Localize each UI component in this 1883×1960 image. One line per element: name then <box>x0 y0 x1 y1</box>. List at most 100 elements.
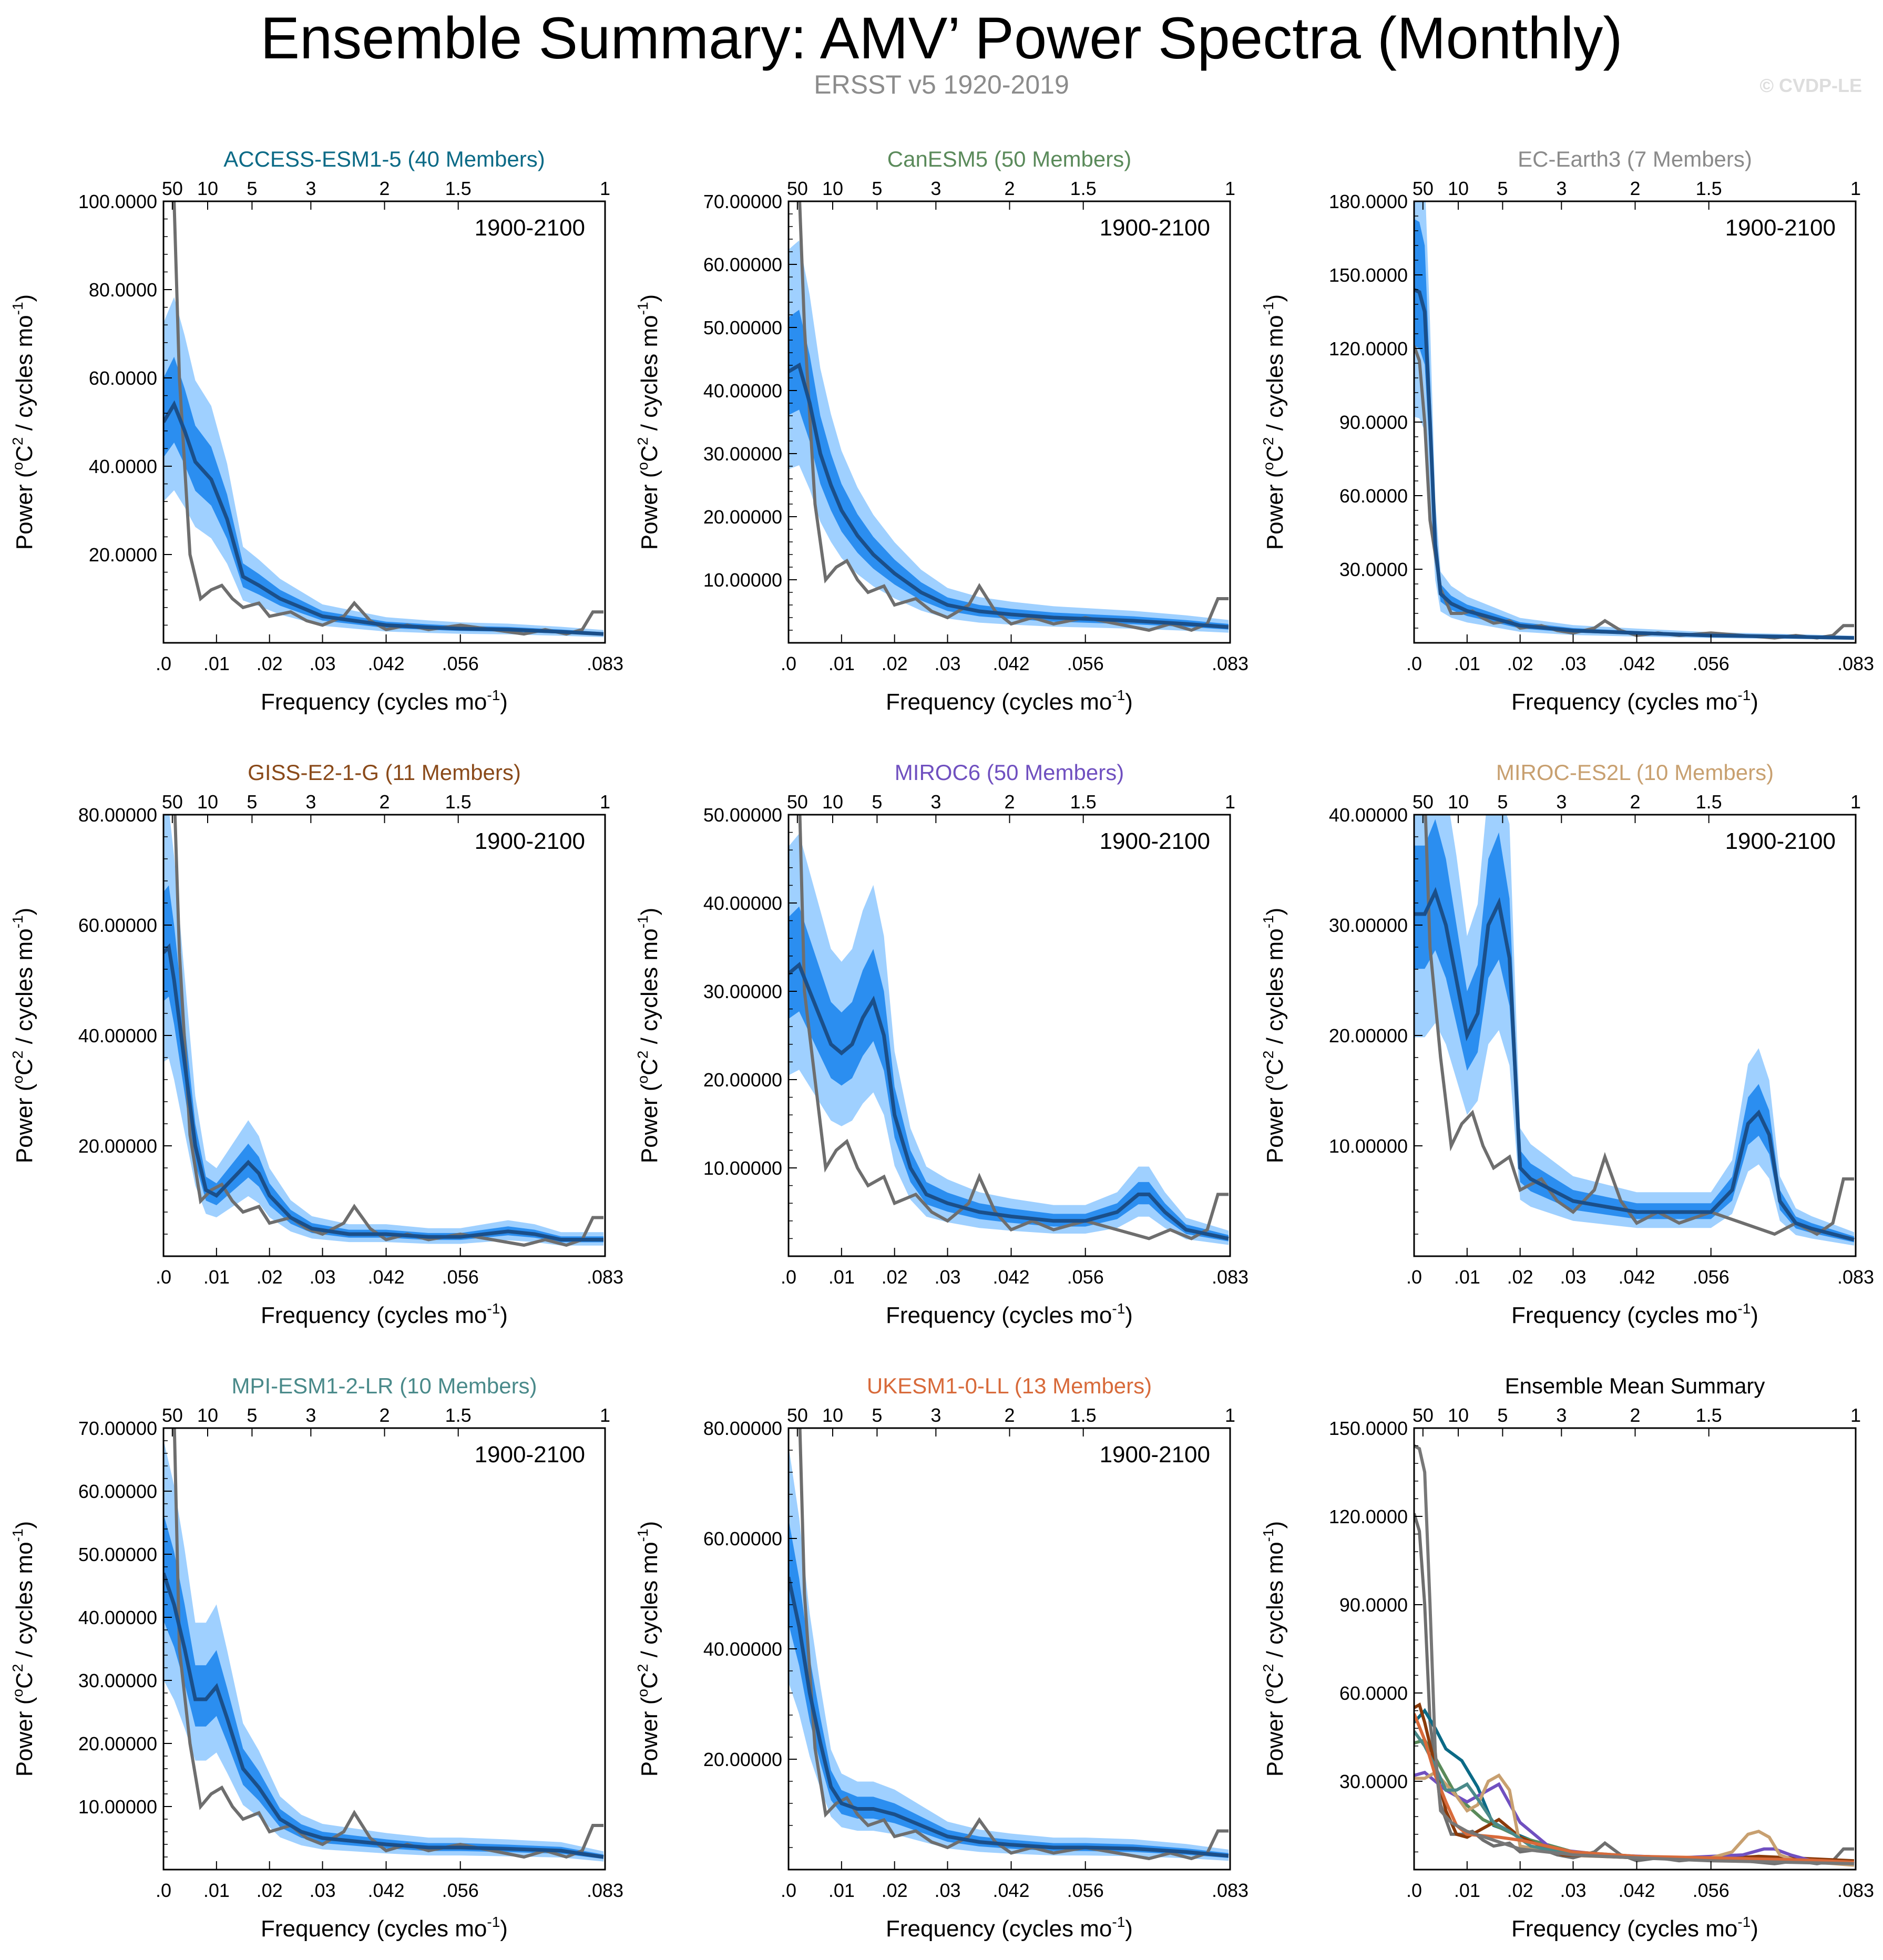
top-tick-label: 10 <box>822 791 843 813</box>
bottom-tick-label: .03 <box>1560 1266 1586 1288</box>
bottom-tick-label: .0 <box>781 1266 796 1288</box>
y-tick-label: 20.00000 <box>703 1749 782 1770</box>
top-tick-label: 3 <box>930 791 941 813</box>
subtitle: ERSST v5 1920-2019 <box>814 70 1069 99</box>
x-axis-label: Frequency (cycles mo-1) <box>886 687 1133 715</box>
plot-area <box>163 815 603 1247</box>
top-tick-label: 1.5 <box>1696 178 1722 199</box>
bottom-tick-label: .03 <box>934 653 960 674</box>
bottom-tick-label: .083 <box>1212 1266 1248 1288</box>
ensemble-mean-line <box>789 1576 1229 1858</box>
panel-title: EC-Earth3 (7 Members) <box>1518 147 1752 171</box>
top-tick-label: 1 <box>1850 791 1861 813</box>
bottom-tick-label: .083 <box>1837 653 1874 674</box>
top-tick-label: 2 <box>379 1404 390 1426</box>
plot-area <box>1414 1444 1855 1867</box>
bottom-tick-label: .02 <box>882 1880 908 1901</box>
top-tick-label: 3 <box>930 178 941 199</box>
top-tick-label: 50 <box>787 178 808 199</box>
y-axis-label: Power (oC2 / cycles mo-1) <box>9 294 37 550</box>
x-axis-label: Frequency (cycles mo-1) <box>261 1300 508 1328</box>
top-tick-label: 1 <box>600 791 610 813</box>
top-tick-label: 50 <box>787 1404 808 1426</box>
top-tick-label: 5 <box>1497 1404 1508 1426</box>
panel-title: MIROC6 (50 Members) <box>895 760 1124 785</box>
y-tick-label: 60.00000 <box>703 254 782 275</box>
y-tick-label: 30.00000 <box>1329 915 1408 936</box>
top-tick-label: 2 <box>1004 178 1015 199</box>
y-tick-label: 100.0000 <box>78 191 157 212</box>
bottom-tick-label: .01 <box>828 1266 855 1288</box>
bottom-tick-label: .02 <box>257 1266 283 1288</box>
bottom-tick-label: .042 <box>992 1880 1029 1901</box>
bottom-tick-label: .042 <box>1618 1266 1655 1288</box>
top-tick-label: 1 <box>1225 178 1235 199</box>
top-tick-label: 2 <box>1630 1404 1640 1426</box>
y-axis-label: Power (oC2 / cycles mo-1) <box>635 1521 662 1777</box>
bottom-tick-label: .056 <box>1693 1266 1730 1288</box>
bottom-tick-label: .02 <box>257 1880 283 1901</box>
x-axis-label: Frequency (cycles mo-1) <box>261 687 508 715</box>
y-tick-label: 60.0000 <box>1339 485 1408 507</box>
y-tick-label: 120.0000 <box>1329 338 1408 360</box>
top-tick-label: 1.5 <box>1696 1404 1722 1426</box>
y-tick-label: 60.00000 <box>78 1481 157 1502</box>
bottom-tick-label: .03 <box>309 1266 335 1288</box>
bottom-tick-label: .03 <box>1560 653 1586 674</box>
bottom-tick-label: .056 <box>442 1880 479 1901</box>
bottom-tick-label: .01 <box>1454 653 1480 674</box>
series-line-miroc-es2l <box>1414 1770 1855 1867</box>
series-line-ukesm1-0-ll <box>1414 1713 1855 1864</box>
y-tick-label: 20.00000 <box>1329 1025 1408 1046</box>
ensemble-mean-line <box>163 400 604 636</box>
plot-area <box>789 815 1229 1245</box>
y-axis-label: Power (oC2 / cycles mo-1) <box>635 908 662 1163</box>
obs-line <box>173 815 603 1247</box>
bottom-tick-label: .0 <box>781 1880 796 1901</box>
top-tick-label: 5 <box>1497 791 1508 813</box>
y-tick-label: 150.0000 <box>1329 264 1408 286</box>
y-tick-label: 10.00000 <box>703 1157 782 1179</box>
period-label: 1900-2100 <box>1725 828 1836 854</box>
y-tick-label: 60.00000 <box>703 1528 782 1549</box>
y-tick-label: 40.00000 <box>1329 804 1408 826</box>
x-axis-label: Frequency (cycles mo-1) <box>886 1300 1133 1328</box>
top-tick-label: 1.5 <box>1070 1404 1097 1426</box>
plot-area <box>163 1428 604 1862</box>
y-axis-label: Power (oC2 / cycles mo-1) <box>1260 294 1288 550</box>
top-tick-label: 5 <box>247 791 257 813</box>
panel-title: ACCESS-ESM1-5 (40 Members) <box>223 147 545 171</box>
bottom-tick-label: .02 <box>257 653 283 674</box>
x-axis-label: Frequency (cycles mo-1) <box>261 1914 508 1942</box>
top-tick-label: 3 <box>930 1404 941 1426</box>
y-tick-label: 30.00000 <box>703 981 782 1002</box>
top-tick-label: 10 <box>822 178 843 199</box>
bottom-tick-label: .01 <box>828 653 855 674</box>
bottom-tick-label: .042 <box>367 653 404 674</box>
panel-9: .0 .01 .02 .03 .042 .056 .083 50 10 5 3 2 1.5 1 30.000… <box>1260 1373 1874 1942</box>
ensemble-mean-line <box>163 943 603 1241</box>
ensemble-range-band <box>1414 201 1854 640</box>
plot-frame <box>162 200 606 644</box>
top-tick-label: 10 <box>197 1404 218 1426</box>
top-tick-label: 50 <box>162 178 183 199</box>
bottom-tick-label: .083 <box>587 1266 623 1288</box>
y-axis-label: Power (oC2 / cycles mo-1) <box>1260 1521 1288 1777</box>
bottom-tick-label: .0 <box>1406 1266 1422 1288</box>
bottom-tick-label: .0 <box>781 653 796 674</box>
bottom-tick-label: .056 <box>1693 653 1730 674</box>
y-tick-label: 70.00000 <box>703 191 782 212</box>
bottom-tick-label: .056 <box>1067 1880 1104 1901</box>
bottom-tick-label: .03 <box>934 1266 960 1288</box>
top-tick-label: 50 <box>162 791 183 813</box>
plot-area <box>1414 815 1855 1246</box>
panel-2: .0 .01 .02 .03 .042 .056 .083 50 10 5 3 2 1.5 1 10.000… <box>635 147 1248 715</box>
x-axis-label: Frequency (cycles mo-1) <box>1511 1914 1758 1942</box>
panel-title: GISS-E2-1-G (11 Members) <box>248 760 521 785</box>
obs-line <box>1414 345 1854 640</box>
bottom-tick-label: .0 <box>156 1880 171 1901</box>
bottom-tick-label: .042 <box>367 1266 404 1288</box>
ensemble-mean-line <box>789 362 1229 629</box>
y-tick-label: 20.00000 <box>78 1733 157 1754</box>
panel-3: .0 .01 .02 .03 .042 .056 .083 50 10 5 3 2 1.5 1 30.000… <box>1260 147 1874 715</box>
